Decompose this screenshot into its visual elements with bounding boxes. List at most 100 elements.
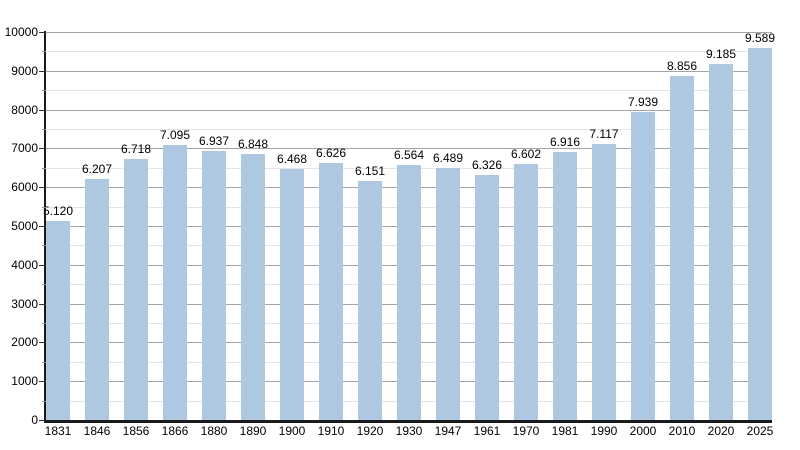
x-axis-tick-label: 1961 <box>473 424 501 438</box>
major-y-tick <box>39 187 46 189</box>
major-gridline <box>46 70 772 72</box>
bar-value-label: 6.564 <box>393 148 425 163</box>
minor-y-tick <box>42 361 46 363</box>
y-axis-line <box>44 31 46 423</box>
x-axis-tick-label: 2000 <box>629 424 657 438</box>
major-gridline <box>46 32 772 33</box>
x-axis-tick-label: 1856 <box>122 424 150 438</box>
bar-1961 <box>475 174 499 420</box>
minor-y-tick <box>42 51 46 53</box>
minor-gridline <box>46 51 772 53</box>
bar-2020 <box>709 63 733 420</box>
bar-value-label: 6.916 <box>549 134 581 149</box>
bar-1846 <box>85 179 109 420</box>
bar-value-label: 8.856 <box>666 59 698 74</box>
y-axis-tick-label: 8000 <box>11 102 38 117</box>
bar-2000 <box>631 111 655 420</box>
bar-1947 <box>436 168 460 420</box>
major-y-tick <box>39 32 46 33</box>
x-axis-tick-label: 1990 <box>590 424 618 438</box>
minor-y-tick <box>42 400 46 402</box>
bar-value-label: 6.468 <box>276 152 308 167</box>
bar-value-label: 6.326 <box>471 157 503 172</box>
x-axis-tick-label: 1910 <box>317 424 345 438</box>
minor-y-tick <box>42 167 46 169</box>
bar-2025 <box>748 47 772 420</box>
plot-area: 5.120 6.207 6.718 7.095 6.937 6.848 6.468 6.626… <box>43 31 775 420</box>
major-y-tick <box>39 381 46 383</box>
x-axis-tick-label: 1930 <box>395 424 423 438</box>
major-gridline <box>46 148 772 150</box>
bar-value-label: 6.937 <box>198 133 230 148</box>
bar-1856 <box>124 159 148 420</box>
major-y-tick <box>39 70 46 72</box>
minor-gridline <box>46 129 772 130</box>
bar-1970 <box>514 163 538 420</box>
minor-y-tick <box>42 206 46 208</box>
y-axis-tick-label: 7000 <box>11 141 38 156</box>
x-axis-tick-label: 1900 <box>278 424 306 438</box>
x-axis-line <box>44 420 772 423</box>
bar-value-label: 9.185 <box>705 46 737 61</box>
x-axis-tick-label: 1866 <box>161 424 189 438</box>
bar-1890 <box>241 154 265 420</box>
x-axis-tick-label: 1981 <box>551 424 579 438</box>
minor-y-tick <box>42 129 46 130</box>
x-axis-tick-label: 2010 <box>668 424 696 438</box>
bar-1990 <box>592 143 616 420</box>
bar-2010 <box>670 76 694 420</box>
bar-value-label: 7.095 <box>159 127 191 142</box>
major-y-tick <box>39 420 46 421</box>
bar-1831 <box>46 221 70 420</box>
bar-value-label: 6.489 <box>432 151 464 166</box>
x-axis-tick-label: 1846 <box>83 424 111 438</box>
x-axis-tick-label: 1947 <box>434 424 462 438</box>
bar-value-label: 6.602 <box>510 146 542 161</box>
y-axis-tick-label: 10000 <box>4 25 38 39</box>
bar-value-label: 9.589 <box>744 30 776 45</box>
bar-1920 <box>358 181 382 420</box>
bar-1900 <box>280 169 304 420</box>
y-axis-tick-label: 1000 <box>11 374 38 389</box>
minor-y-tick <box>42 90 46 92</box>
major-y-tick <box>39 342 46 344</box>
x-axis-tick-label: 2020 <box>707 424 735 438</box>
minor-gridline <box>46 90 772 92</box>
major-y-tick <box>39 109 46 111</box>
x-axis-tick-label: 1890 <box>239 424 267 438</box>
bar-value-label: 6.151 <box>354 164 386 179</box>
bar-1866 <box>163 144 187 420</box>
y-axis-tick-label: 9000 <box>11 63 38 78</box>
major-y-tick <box>39 303 46 305</box>
major-y-tick <box>39 264 46 266</box>
bar-1981 <box>553 151 577 420</box>
y-axis-tick-label: 5000 <box>11 219 38 233</box>
y-axis-tick-label: 0 <box>31 413 38 427</box>
y-axis-tick-label: 4000 <box>11 257 38 272</box>
minor-y-tick <box>42 284 46 286</box>
x-axis-tick-label: 1831 <box>44 424 72 438</box>
bar-value-label: 6.718 <box>120 142 152 157</box>
minor-y-tick <box>42 323 46 324</box>
x-axis-tick-label: 1920 <box>356 424 384 438</box>
x-axis-tick-label: 1970 <box>512 424 540 438</box>
y-axis-tick-label: 3000 <box>11 296 38 311</box>
bar-value-label: 6.207 <box>81 162 113 177</box>
x-axis-tick-label: 1880 <box>200 424 228 438</box>
bar-value-label: 6.848 <box>237 137 269 152</box>
major-y-tick <box>39 226 46 227</box>
minor-y-tick <box>42 245 46 247</box>
bar-value-label: 5.120 <box>42 204 74 219</box>
bar-value-label: 7.117 <box>589 126 619 141</box>
bar-value-label: 6.626 <box>315 145 347 160</box>
y-axis-tick-label: 6000 <box>11 180 38 195</box>
bar-1880 <box>202 150 226 420</box>
bar-value-label: 7.939 <box>627 94 659 109</box>
x-axis-tick-label: 2025 <box>746 424 774 438</box>
bar-1910 <box>319 162 343 420</box>
bar-1930 <box>397 165 421 420</box>
major-gridline <box>46 109 772 111</box>
y-axis-tick-label: 2000 <box>11 335 38 350</box>
major-y-tick <box>39 148 46 150</box>
